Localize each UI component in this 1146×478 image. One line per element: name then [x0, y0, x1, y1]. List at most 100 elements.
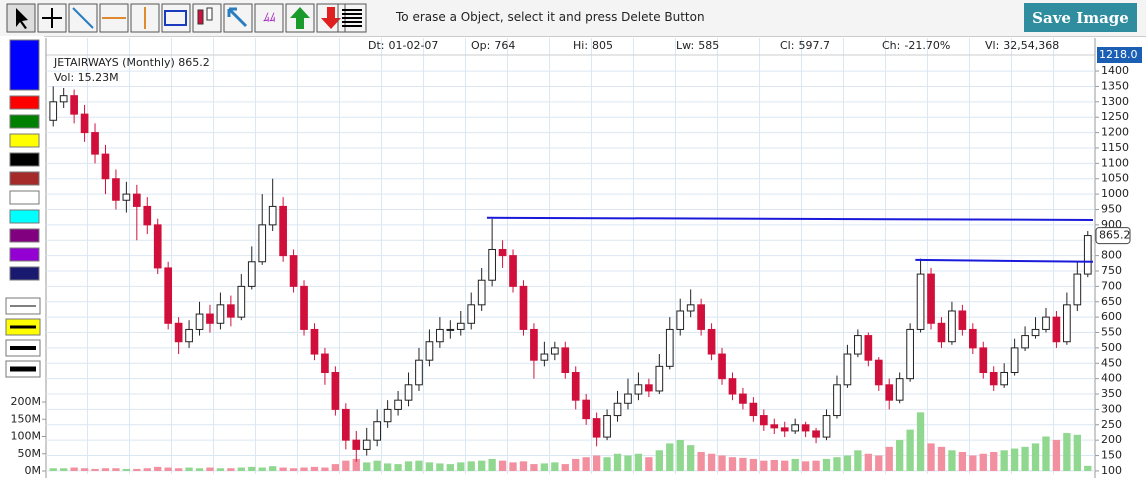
y-tick-label: 250: [1101, 418, 1122, 431]
volume-bar: [498, 460, 507, 471]
y-tick-label: 300: [1101, 402, 1122, 415]
current-color[interactable]: [9, 39, 40, 91]
swatch[interactable]: [9, 247, 40, 262]
y-tick-label: 1300: [1101, 95, 1129, 108]
swatch[interactable]: [9, 266, 40, 281]
volume-bar: [352, 458, 360, 471]
y-tick-label: 1000: [1101, 187, 1129, 200]
volume-bar: [739, 457, 747, 471]
volume-bar: [248, 466, 256, 471]
candle-body: [404, 384, 413, 401]
volume-bar: [394, 464, 402, 471]
volume-bar: [154, 466, 162, 471]
candle-body: [864, 335, 873, 361]
volume-bar: [749, 458, 758, 471]
tool-up[interactable]: [285, 3, 315, 33]
candle-body: [540, 353, 549, 361]
swatch[interactable]: [9, 133, 40, 148]
tool-candle[interactable]: [192, 3, 222, 33]
volume-bar: [624, 455, 632, 471]
volume-bar: [1063, 433, 1071, 471]
volume-bar: [613, 453, 622, 471]
candle-body: [822, 415, 831, 438]
volume-bar: [927, 443, 935, 471]
candle-body: [979, 347, 988, 373]
candle-body: [948, 310, 956, 343]
info-field: Lw: 585: [676, 39, 719, 52]
y-tick-label: 450: [1101, 356, 1122, 369]
volume-bar: [457, 462, 465, 471]
volume-bar: [687, 445, 695, 471]
tool-text[interactable]: [254, 3, 284, 33]
tool-lines[interactable]: [337, 3, 367, 33]
volume-bar: [592, 455, 601, 471]
swatch[interactable]: [9, 95, 40, 110]
volume-bar: [70, 467, 78, 471]
volume-bar: [509, 462, 517, 471]
swatch[interactable]: [9, 114, 40, 129]
volume-bar: [718, 455, 726, 471]
y-tick-label: 200: [1101, 433, 1122, 446]
candle-body: [739, 393, 747, 404]
volume-bar: [864, 453, 872, 471]
tool-text-glyph: ﾑﾑ: [263, 11, 275, 25]
y-tick-label: 350: [1101, 387, 1122, 400]
y-tick-label: 1350: [1101, 79, 1129, 92]
swatch[interactable]: [9, 152, 40, 167]
save-image-button[interactable]: Save Image: [1024, 3, 1137, 32]
volume-bar: [373, 460, 381, 471]
candle-body: [415, 359, 423, 386]
candle-body: [268, 205, 277, 226]
y-tick-label: 1250: [1101, 110, 1129, 123]
tool-arrow[interactable]: [223, 3, 253, 33]
y-tick-label: 400: [1101, 372, 1122, 385]
candle-body: [425, 341, 434, 361]
candle-body: [561, 347, 570, 373]
candle-body: [989, 371, 998, 386]
candle-body: [132, 193, 141, 207]
candle-body: [613, 402, 622, 417]
swatch[interactable]: [9, 171, 40, 186]
volume-bar: [143, 468, 151, 471]
y-tick-label: 150: [1101, 449, 1122, 462]
candle-body: [843, 353, 852, 386]
candle-body: [603, 415, 611, 438]
volume-bar: [1073, 434, 1081, 471]
candle-body: [1042, 316, 1050, 330]
volume-bar: [415, 460, 423, 471]
swatch[interactable]: [9, 228, 40, 243]
volume-bar: [258, 467, 266, 471]
volume-bar: [801, 461, 810, 471]
candle-body: [582, 399, 591, 420]
volume-bar: [1031, 443, 1040, 471]
candle-body: [456, 322, 465, 330]
candle-body: [112, 178, 120, 201]
info-field: Hi: 805: [573, 39, 613, 52]
swatch[interactable]: [9, 209, 40, 224]
candle-body: [1021, 335, 1029, 349]
y-tick-label: 600: [1101, 310, 1122, 323]
info-value: -21.70%: [904, 39, 950, 52]
candle-body: [885, 384, 894, 401]
tool-move[interactable]: [37, 3, 67, 33]
candle-body: [174, 322, 183, 343]
volume-bar: [1000, 450, 1008, 471]
candle-body: [937, 322, 946, 343]
candle-body: [436, 328, 444, 343]
y-tick-label: 100: [1101, 464, 1122, 477]
candle-body: [258, 224, 267, 263]
candle-body: [509, 255, 517, 287]
tool-hline[interactable]: [99, 3, 129, 33]
volume-bar: [363, 462, 371, 471]
volume-bar: [812, 460, 820, 471]
swatch[interactable]: [9, 190, 40, 205]
candle-body: [91, 132, 99, 155]
tool-rect[interactable]: [161, 3, 191, 33]
candle-body: [143, 205, 152, 226]
info-label: Hi:: [573, 39, 588, 52]
y-tick-label: 700: [1101, 279, 1122, 292]
tool-line[interactable]: [68, 3, 98, 33]
tool-vline[interactable]: [130, 3, 160, 33]
